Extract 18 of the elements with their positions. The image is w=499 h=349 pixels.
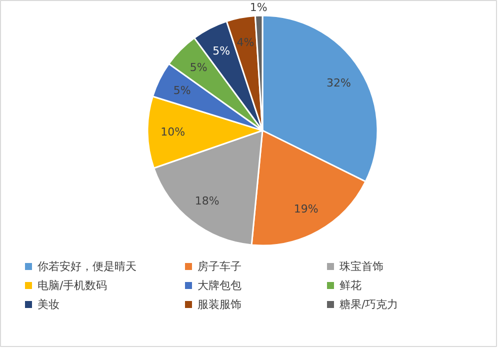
legend-label: 电脑/手机数码 — [38, 279, 108, 292]
data-label: 10% — [160, 125, 186, 138]
data-label: 5% — [173, 84, 191, 98]
data-label: 18% — [194, 194, 220, 208]
data-label: 4% — [236, 36, 254, 49]
data-label: 5% — [190, 61, 208, 74]
legend-label: 大牌包包 — [198, 279, 242, 292]
legend-label: 糖果/巧克力 — [340, 298, 398, 311]
legend-label: 美妆 — [38, 298, 60, 311]
legend-label: 房子车子 — [198, 260, 242, 273]
data-label: 19% — [294, 202, 318, 216]
legend-label: 鲜花 — [340, 279, 362, 292]
legend-label: 服装服饰 — [198, 298, 242, 311]
data-label: 1% — [250, 1, 268, 14]
data-label: 5% — [212, 44, 230, 58]
data-label: 32% — [326, 76, 351, 90]
legend-label: 你若安好，便是晴天 — [38, 260, 136, 273]
legend-label: 珠宝首饰 — [340, 260, 384, 273]
